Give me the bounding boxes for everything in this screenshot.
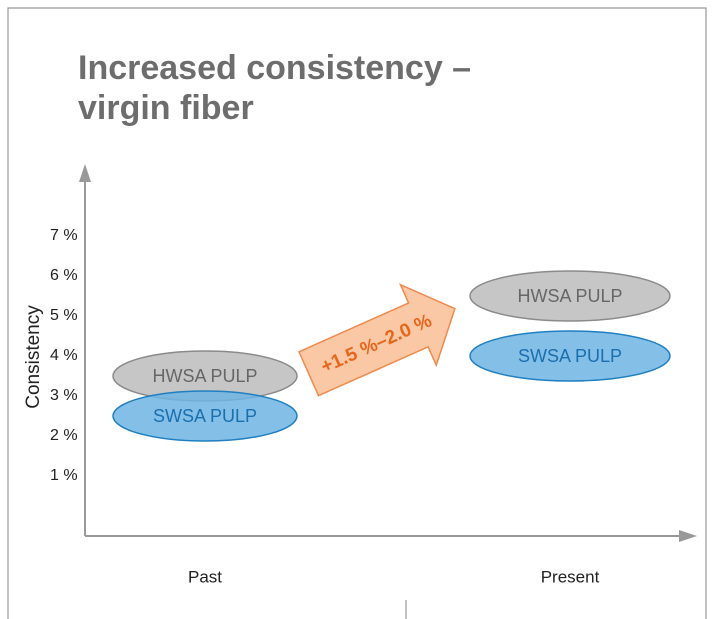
range-ellipse [469, 270, 671, 322]
chart-title: Increased consistency – [78, 49, 471, 87]
change-arrow: +1.5 %–2.0 % [297, 283, 456, 397]
range-ellipse [469, 330, 671, 382]
range-label: HWSA PULP [517, 286, 622, 306]
y-axis-arrow [79, 164, 91, 182]
x-tick-label: Present [541, 567, 600, 586]
range-ellipse [112, 390, 298, 442]
x-tick-label: Past [188, 567, 222, 586]
range-label: SWSA PULP [153, 406, 257, 426]
y-axis-label: Consistency [23, 305, 44, 409]
y-tick-label: 5 % [50, 307, 78, 324]
y-tick-label: 1 % [50, 467, 78, 484]
frame [7, 7, 707, 619]
y-tick-label: 2 % [50, 427, 78, 444]
y-tick-label: 6 % [50, 267, 78, 284]
range-label: HWSA PULP [152, 366, 257, 386]
y-tick-label: 4 % [50, 347, 78, 364]
arrow-shape [297, 283, 456, 397]
range-label: SWSA PULP [518, 346, 622, 366]
chart-title: virgin fiber [78, 89, 254, 127]
y-tick-label: 7 % [50, 227, 78, 244]
y-tick-label: 3 % [50, 387, 78, 404]
x-axis-arrow [679, 530, 697, 542]
